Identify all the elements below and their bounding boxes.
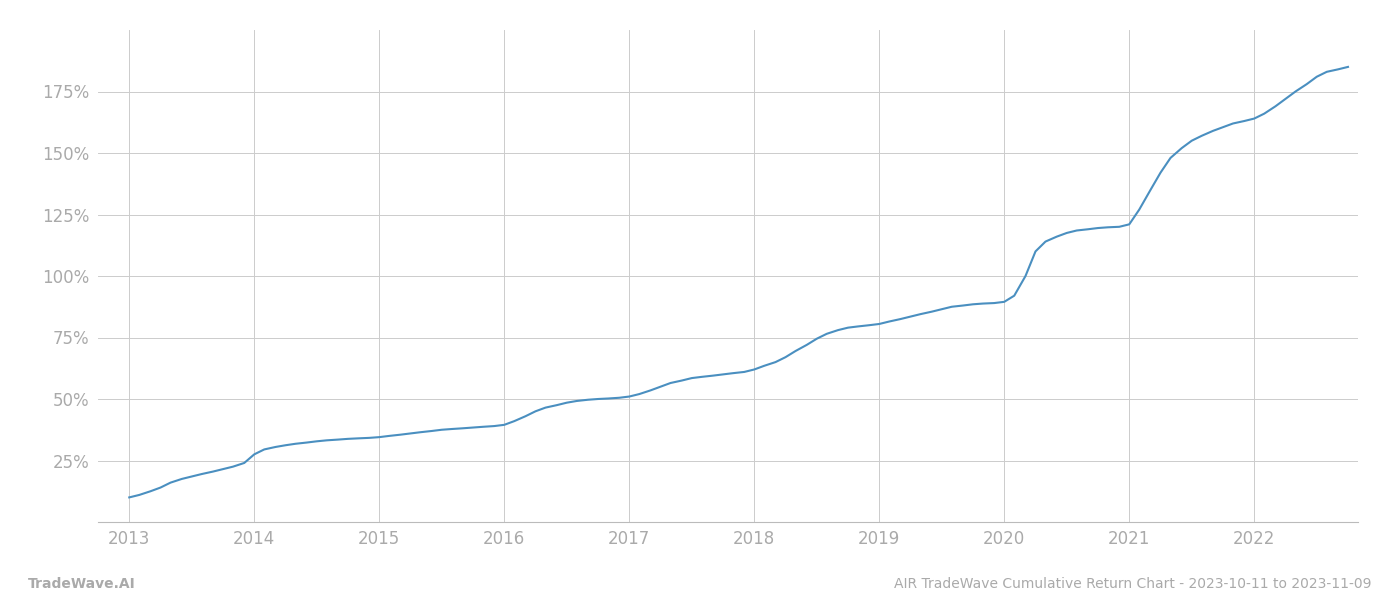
Text: AIR TradeWave Cumulative Return Chart - 2023-10-11 to 2023-11-09: AIR TradeWave Cumulative Return Chart - … — [895, 577, 1372, 591]
Text: TradeWave.AI: TradeWave.AI — [28, 577, 136, 591]
